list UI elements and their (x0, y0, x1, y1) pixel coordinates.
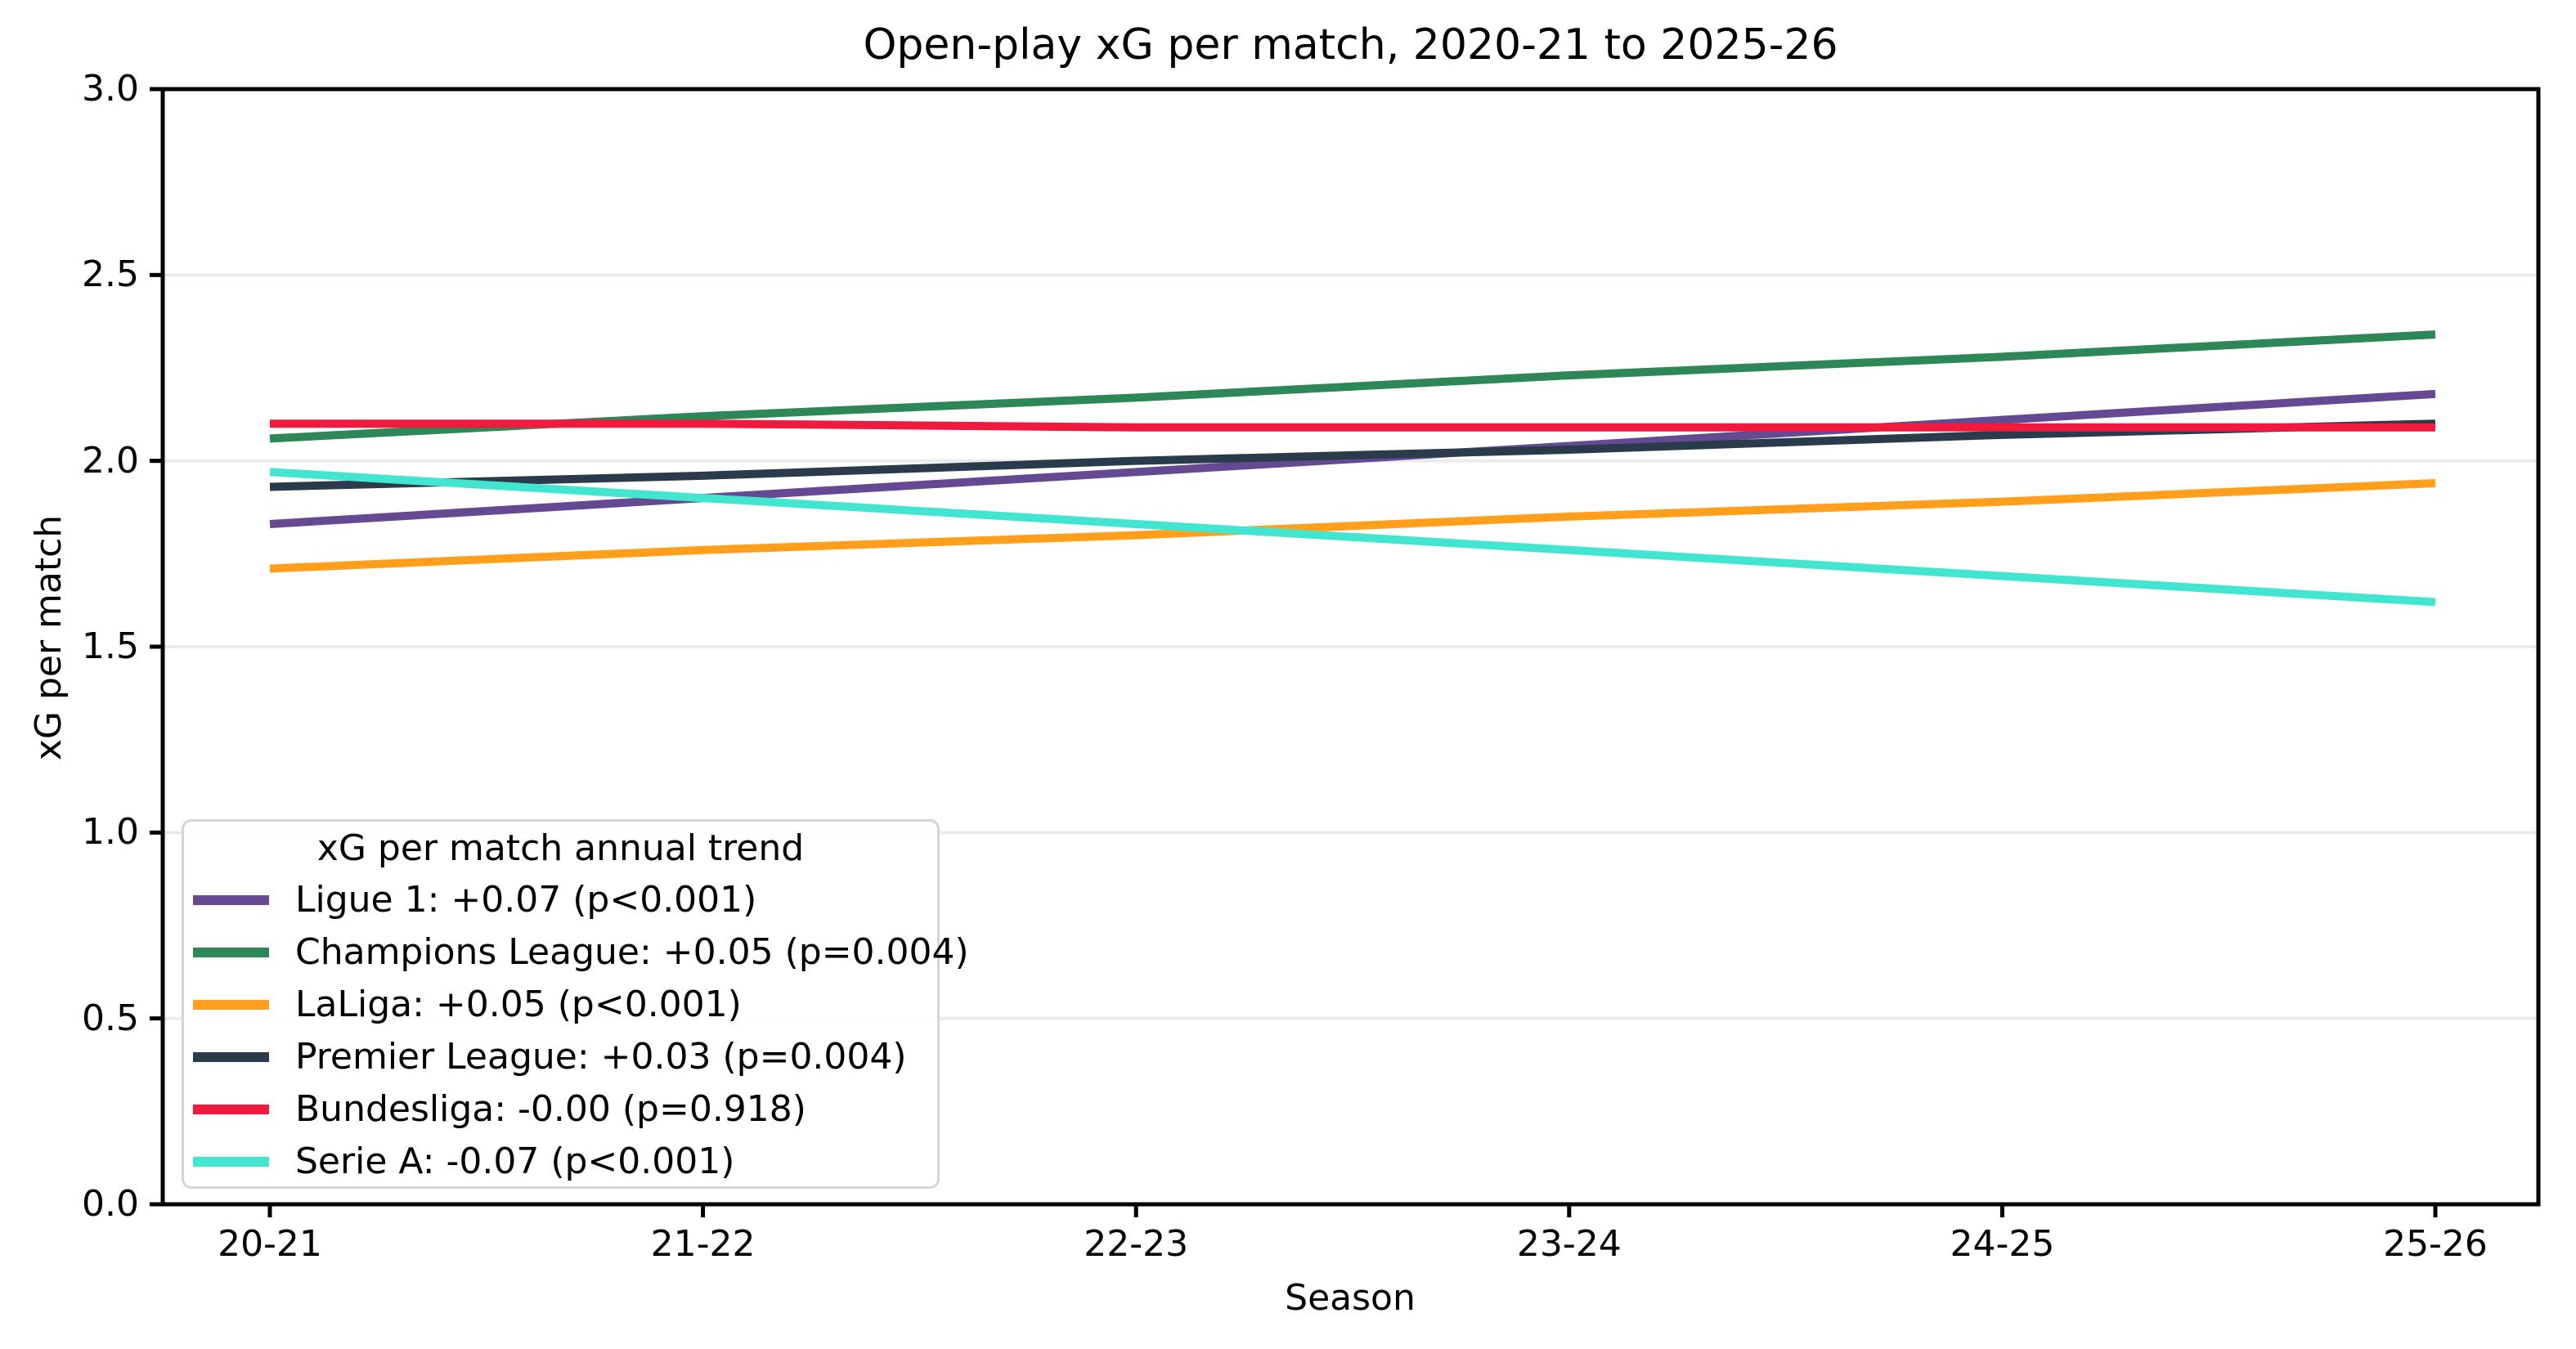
legend-swatch-premier-league (193, 1052, 269, 1062)
legend-label-serie-a: Serie A: -0.07 (p<0.001) (295, 1141, 735, 1182)
y-tick-label: 2.5 (82, 253, 139, 296)
legend-title: xG per match annual trend (316, 827, 805, 869)
legend-swatch-champions-league (193, 948, 269, 957)
trend-line-bundesliga (270, 419, 2435, 432)
y-tick-label: 0.0 (82, 1183, 139, 1225)
x-axis-label: Season (1285, 1277, 1416, 1319)
legend-label-premier-league: Premier League: +0.03 (p=0.004) (295, 1036, 907, 1078)
legend-item-laliga: LaLiga: +0.05 (p<0.001) (184, 979, 937, 1031)
chart-title: Open-play xG per match, 2020-21 to 2025-… (863, 20, 1838, 69)
legend-label-champions-league: Champions League: +0.05 (p=0.004) (295, 931, 969, 973)
trend-line-premier-league (269, 419, 2436, 491)
legend-item-premier-league: Premier League: +0.03 (p=0.004) (184, 1031, 937, 1083)
legend-swatch-bundesliga (193, 1105, 269, 1114)
y-tick-label: 0.5 (82, 997, 139, 1039)
legend-swatch-ligue-1 (193, 895, 269, 905)
x-tick-label: 20-21 (218, 1223, 322, 1265)
legend-label-bundesliga: Bundesliga: -0.00 (p=0.918) (295, 1088, 806, 1130)
x-tick-label: 25-26 (2383, 1223, 2488, 1265)
x-tick-label: 23-24 (1516, 1223, 1622, 1265)
trend-line-laliga (269, 478, 2436, 573)
legend-item-serie-a: Serie A: -0.07 (p<0.001) (184, 1136, 937, 1188)
trend-line-serie-a (269, 468, 2436, 607)
x-tick-label: 21-22 (650, 1223, 756, 1265)
legend-item-ligue-1: Ligue 1: +0.07 (p<0.001) (184, 874, 937, 926)
legend: xG per match annual trend Ligue 1: +0.07… (182, 819, 969, 1189)
x-tick-label: 24-25 (1950, 1223, 2055, 1265)
y-tick-label: 3.0 (82, 68, 139, 110)
legend-item-champions-league: Champions League: +0.05 (p=0.004) (184, 926, 969, 979)
legend-swatch-laliga (193, 1000, 269, 1010)
y-tick-label: 2.0 (82, 439, 139, 482)
y-tick-label: 1.0 (82, 811, 139, 854)
y-tick-label: 1.5 (82, 625, 139, 667)
x-tick-label: 22-23 (1084, 1223, 1189, 1265)
legend-item-bundesliga: Bundesliga: -0.00 (p=0.918) (184, 1083, 937, 1136)
legend-label-laliga: LaLiga: +0.05 (p<0.001) (295, 984, 742, 1025)
legend-label-ligue-1: Ligue 1: +0.07 (p<0.001) (295, 879, 757, 921)
legend-swatch-serie-a (193, 1157, 269, 1167)
